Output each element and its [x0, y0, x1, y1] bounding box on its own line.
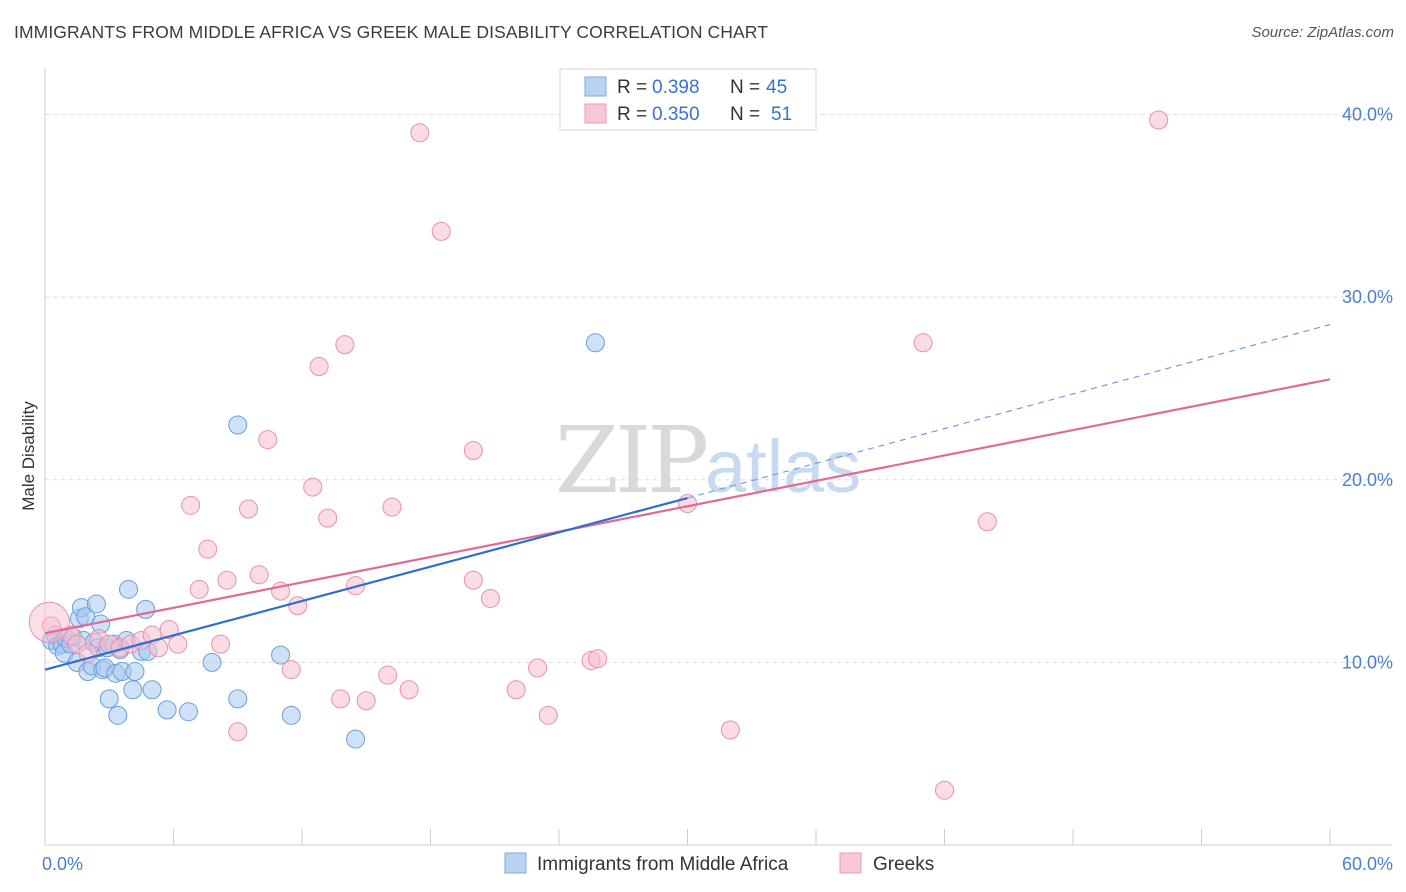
legend-label-greeks: Greeks: [873, 854, 934, 875]
greeks-point-12: [168, 634, 188, 654]
x-tick-label-0: 0.0%: [42, 854, 83, 874]
greeks-point-18: [228, 722, 248, 742]
greeks-point-11: [159, 620, 179, 640]
stats-r-label-blue: R =: [617, 77, 647, 98]
stats-n-label-pink: N =: [730, 104, 760, 125]
greeks-point-34: [399, 680, 419, 700]
greeks-point-50: [1149, 110, 1169, 130]
greeks-point-45: [678, 494, 697, 514]
axes: [44, 68, 1392, 846]
immigrants-point-44: [585, 333, 605, 353]
immigrants-trend-line: [44, 496, 688, 671]
immigrants-point-41: [271, 645, 291, 665]
immigrants-point-36: [157, 700, 177, 720]
immigrants-point-25: [108, 705, 128, 725]
stats-r-value-pink: 0.350: [652, 104, 700, 125]
greeks-point-21: [258, 430, 278, 450]
stats-swatch-blue: [584, 76, 607, 97]
greeks-point-49: [977, 512, 997, 532]
greeks-point-29: [335, 335, 355, 355]
greeks-point-31: [356, 691, 376, 711]
greeks-point-25: [303, 477, 323, 497]
greeks-point-40: [506, 680, 526, 700]
stats-n-label-blue: N =: [730, 77, 760, 98]
greeks-point-38: [463, 570, 483, 590]
series-greeks-points: [28, 110, 1169, 800]
legend-swatch-immigrants: [504, 852, 527, 874]
immigrants-point-31: [125, 662, 145, 682]
greeks-point-47: [913, 333, 933, 353]
greeks-point-17: [217, 570, 237, 590]
immigrants-point-42: [281, 705, 301, 725]
immigrants-point-40: [228, 415, 248, 435]
greeks-point-13: [181, 495, 201, 515]
stats-r-value-blue: 0.398: [652, 77, 700, 98]
legend-label-immigrants: Immigrants from Middle Africa: [537, 854, 789, 875]
stats-n-value-pink: 51: [771, 104, 792, 125]
stats-n-value-blue: 45: [766, 77, 787, 98]
trend-lines: [44, 323, 1331, 671]
immigrants-point-16: [86, 594, 106, 614]
stats-swatch-pink: [584, 103, 607, 124]
greeks-point-20: [249, 565, 269, 585]
immigrants-point-39: [228, 689, 248, 709]
stats-r-label-pink: R =: [617, 104, 647, 125]
gridlines: [45, 114, 1390, 663]
y-tick-label-3: 40.0%: [1342, 105, 1393, 125]
legend-swatch-greeks: [839, 852, 862, 874]
series-legend: Immigrants from Middle Africa Greeks: [504, 852, 934, 875]
immigrants-point-38: [202, 652, 222, 672]
greeks-point-48: [935, 780, 954, 800]
greeks-point-large: [28, 601, 70, 643]
chart-source: Source: ZipAtlas.com: [1251, 24, 1394, 41]
greeks-point-15: [198, 539, 218, 559]
greeks-point-37: [463, 441, 483, 461]
greeks-point-32: [378, 665, 398, 685]
greeks-point-41: [528, 658, 548, 678]
y-tick-label-2: 30.0%: [1342, 287, 1393, 307]
y-tick-label-1: 20.0%: [1342, 470, 1393, 490]
stats-legend: R = 0.398 N = 45 R = 0.350 N = 51: [559, 68, 817, 131]
greeks-trend-line: [44, 378, 1331, 635]
chart-title: IMMIGRANTS FROM MIDDLE AFRICA VS GREEK M…: [14, 22, 768, 42]
watermark: ZIP atlas: [555, 407, 861, 514]
x-tick-label-1: 60.0%: [1342, 854, 1393, 874]
greeks-point-26: [309, 357, 329, 377]
greeks-point-33: [382, 497, 402, 517]
greeks-point-16: [211, 634, 231, 654]
immigrants-point-30: [123, 680, 143, 700]
greeks-point-14: [189, 579, 209, 599]
immigrants-point-33: [136, 599, 156, 619]
watermark-atlas: atlas: [705, 425, 861, 508]
immigrants-point-35: [142, 680, 162, 700]
immigrants-point-29: [119, 579, 139, 599]
greeks-point-46: [720, 720, 740, 740]
greeks-point-36: [431, 221, 451, 241]
immigrants-point-37: [178, 702, 198, 722]
immigrants-point-22: [99, 689, 119, 709]
greeks-point-42: [538, 705, 558, 725]
y-tick-label-0: 10.0%: [1342, 652, 1393, 672]
y-axis-label: Male Disability: [19, 401, 38, 511]
greeks-point-28: [331, 689, 351, 709]
immigrants-point-43: [346, 729, 366, 749]
greeks-point-27: [318, 508, 338, 528]
greeks-point-39: [480, 588, 500, 608]
greeks-point-44: [588, 649, 608, 669]
greeks-point-35: [410, 123, 430, 143]
axis-labels: 10.0% 20.0% 30.0% 40.0% 0.0% 60.0% Male Disabi…: [19, 105, 1393, 874]
immigrants-trend-extension: [687, 323, 1331, 499]
greeks-point-19: [238, 499, 258, 519]
greeks-point-23: [281, 660, 301, 680]
